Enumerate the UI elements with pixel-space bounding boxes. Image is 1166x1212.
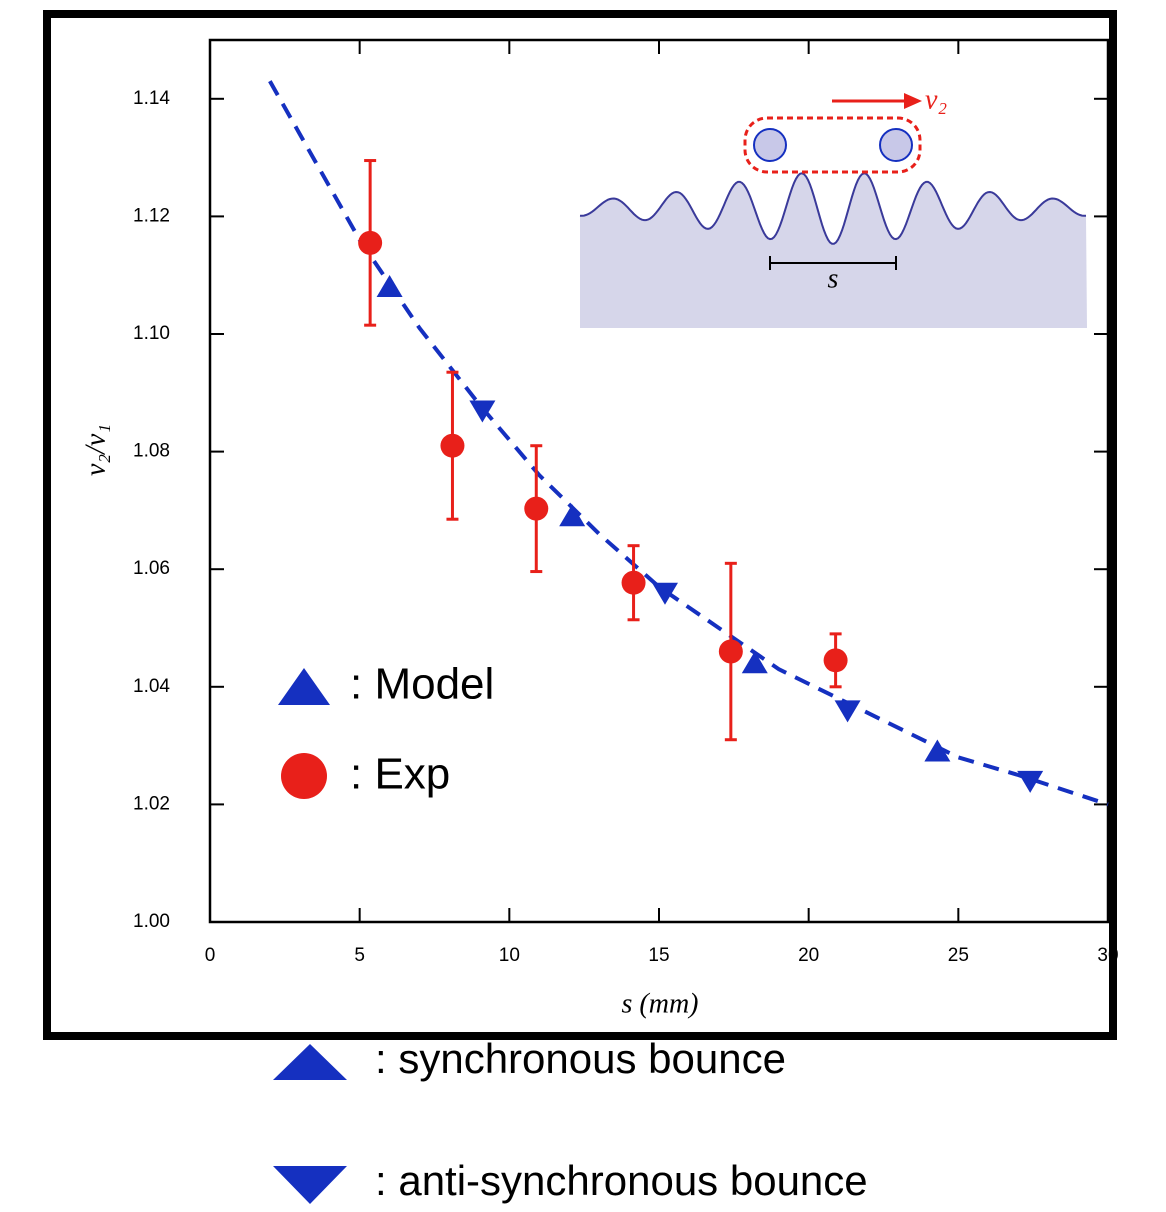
legend-label: : anti-synchronous bounce [375,1157,868,1204]
exp-point [440,433,465,458]
y-tick-label: 1.12 [133,205,170,226]
y-tick-label: 1.06 [133,558,170,579]
x-axis-label: s (mm) [622,988,699,1019]
x-tick-label: 15 [648,945,669,966]
x-tick-label: 20 [798,945,819,966]
legend-marker [273,1166,347,1204]
model-point [924,739,951,762]
y-tick-label: 1.02 [133,793,170,814]
y-tick-label: 1.04 [133,676,170,697]
y-tick-label: 1.14 [133,88,170,109]
exp-point [621,570,646,595]
inset-wave [579,172,1087,245]
inset-arrowhead [904,93,922,109]
model-point [376,274,403,297]
model-point [651,582,678,605]
model-point [469,400,496,423]
exp-point [823,648,848,673]
legend-label: : Model [350,660,494,709]
legend-marker [278,668,330,705]
inset-drop [753,128,787,162]
inset-diagram: v₂ s [579,84,1087,328]
exp-point [718,639,743,664]
exp-point [358,230,383,255]
inset-spacing-label: s [828,263,839,294]
model-point [834,700,861,723]
inset-pair-box [743,116,922,174]
y-tick-label: 1.08 [133,441,170,462]
model-point [559,504,586,527]
exp-point [524,496,549,521]
x-tick-label: 0 [205,945,216,966]
model-point [1017,770,1044,793]
x-tick-label: 5 [354,945,365,966]
legend-marker [273,1044,347,1080]
x-tick-label: 30 [1097,945,1118,966]
y-tick-label: 1.10 [133,323,170,344]
y-tick-label: 1.00 [133,911,170,932]
legend-marker [281,753,327,799]
x-tick-label: 25 [948,945,969,966]
inset-drop [879,128,913,162]
plot-border [208,38,1110,924]
y-axis-label: v₂/v₁ [80,424,111,476]
inset-velocity-label: v₂ [925,84,947,115]
legend-label: : synchronous bounce [375,1035,786,1082]
inset-fluid [580,173,1087,328]
model-point [741,651,768,674]
legend-label: : Exp [350,750,450,799]
frame [43,10,1117,1040]
x-tick-label: 10 [499,945,520,966]
